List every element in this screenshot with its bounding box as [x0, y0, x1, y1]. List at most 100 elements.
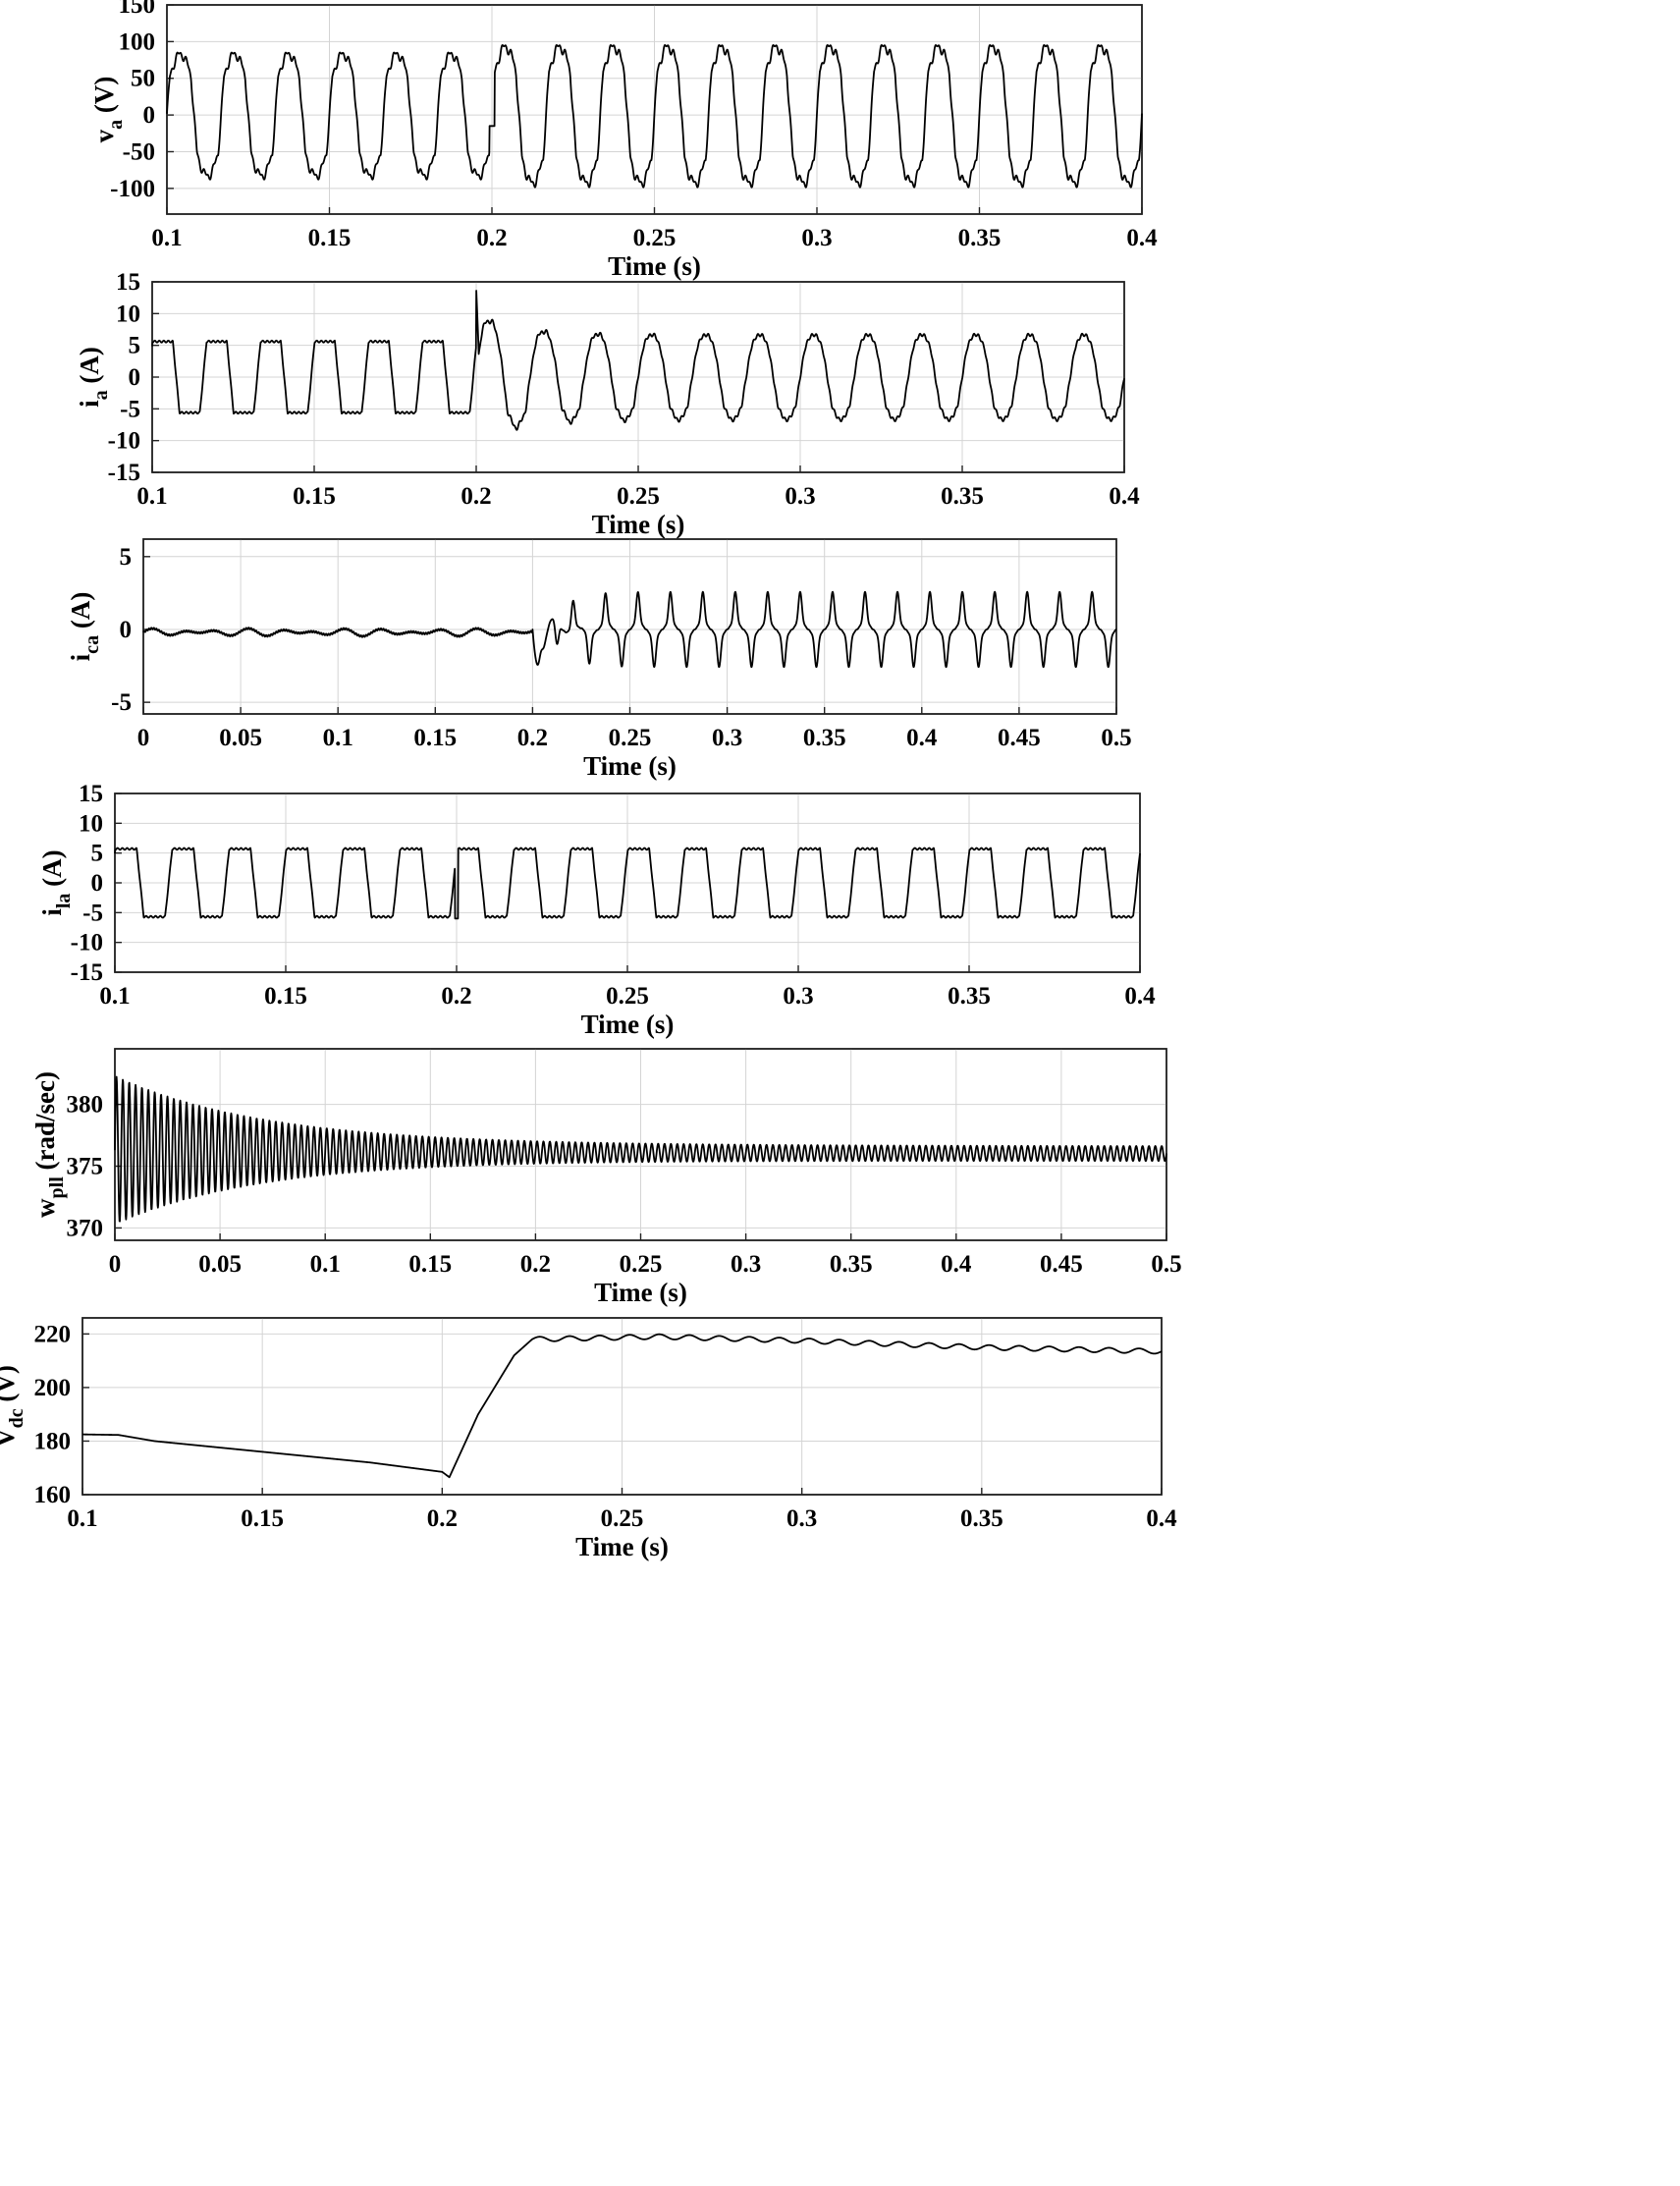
chart-panel-1: 0.1 0.15 0.2 0.25 0.3 0.35 0.4 -100 -50 0 50 100 150…: [89, 0, 1158, 281]
y-tick-label: -10: [71, 930, 103, 956]
x-tick-label: 0.15: [264, 983, 307, 1010]
x-tick-label: 0.2: [461, 483, 491, 510]
x-axis-label: Time (s): [608, 251, 701, 281]
x-tick-label: 0.1: [310, 1251, 341, 1278]
x-tick-label: 0.1: [67, 1505, 97, 1532]
y-axis-label: ica (A): [66, 592, 103, 662]
y-tick-label: 380: [67, 1092, 104, 1119]
y-tick-label: 10: [79, 810, 103, 837]
y-tick-label: 5: [120, 544, 133, 571]
y-axis-label-sub: dc: [6, 1408, 27, 1428]
x-tick-label: 0.3: [783, 983, 813, 1010]
x-tick-label: 0.25: [620, 1251, 663, 1278]
x-tick-label: 0.15: [241, 1505, 284, 1532]
y-tick-label: 220: [34, 1321, 72, 1347]
y-tick-label: 5: [129, 333, 141, 359]
x-tick-label: 0.3: [786, 1505, 817, 1532]
y-tick-label: 200: [34, 1375, 72, 1401]
x-tick-label: 0.15: [293, 483, 336, 510]
y-tick-label: 15: [116, 269, 140, 296]
x-tick-label: 0: [109, 1251, 122, 1278]
y-axis-label-main: V: [0, 1428, 20, 1448]
y-axis-label-main: i: [75, 400, 104, 408]
y-tick-label: -5: [82, 900, 103, 926]
x-tick-label: 0.1: [151, 225, 182, 251]
y-tick-label: -10: [108, 428, 140, 455]
x-tick-label: 0.3: [801, 225, 832, 251]
y-tick-label: -15: [108, 460, 140, 486]
y-axis-label-sub: ca: [81, 635, 103, 654]
y-axis-label-unit: (A): [66, 592, 95, 635]
y-axis-label: ia (A): [75, 347, 112, 408]
chart-panel-4: 0.1 0.15 0.2 0.25 0.3 0.35 0.4 -15 -10 -5 0 5 10 15 Ti…: [37, 781, 1156, 1039]
x-tick-label: 0.4: [1146, 1505, 1177, 1532]
x-tick-label: 0: [137, 725, 150, 751]
x-tick-label: 0.15: [308, 225, 352, 251]
x-tick-label: 0.15: [408, 1251, 452, 1278]
x-tick-label: 0.3: [712, 725, 742, 751]
chart-panel-6: 0.1 0.15 0.2 0.25 0.3 0.35 0.4 160 180 200 220 Time…: [0, 1317, 1177, 1561]
y-tick-label: 10: [116, 301, 140, 327]
x-tick-label: 0.35: [941, 483, 984, 510]
y-axis-label: va (V): [89, 77, 127, 143]
y-tick-label: -5: [111, 689, 132, 716]
y-axis-label-unit: (A): [37, 849, 67, 893]
x-tick-label: 0.35: [960, 1505, 1003, 1532]
y-tick-label: 180: [34, 1428, 72, 1454]
x-tick-label: 0.25: [609, 725, 652, 751]
series-line: [81, 1333, 1163, 1479]
y-axis-label-unit: (rad/sec): [30, 1071, 60, 1176]
x-axis-label: Time (s): [592, 510, 685, 539]
x-tick-label: 0.2: [520, 1251, 551, 1278]
y-axis-label-main: i: [66, 653, 95, 661]
x-axis-label: Time (s): [575, 1532, 669, 1561]
y-axis-label-unit: (A): [75, 347, 104, 390]
y-tick-label: -100: [110, 176, 155, 202]
plot-border: [142, 538, 1117, 715]
y-axis-label: Vdc (V): [0, 1365, 27, 1448]
series-line: [114, 1075, 1167, 1223]
x-tick-label: 0.3: [785, 483, 815, 510]
y-axis-label-main: i: [37, 908, 67, 916]
y-axis-label-sub: la: [53, 894, 75, 909]
y-tick-label: -50: [123, 138, 155, 165]
y-tick-label: 160: [34, 1482, 72, 1508]
x-tick-label: 0.25: [601, 1505, 644, 1532]
x-tick-label: 0.25: [606, 983, 649, 1010]
x-tick-label: 0.5: [1151, 1251, 1181, 1278]
chart-panel-5: 0 0.05 0.1 0.15 0.2 0.25 0.3 0.35 0.4 0.45 0.5 370 3…: [30, 1048, 1182, 1307]
x-tick-label: 0.3: [731, 1251, 761, 1278]
x-tick-label: 0.1: [136, 483, 167, 510]
x-tick-label: 0.35: [803, 725, 846, 751]
x-tick-label: 0.4: [941, 1251, 972, 1278]
y-tick-label: 370: [67, 1215, 104, 1241]
x-tick-label: 0.5: [1101, 725, 1131, 751]
y-tick-label: 150: [119, 0, 156, 19]
chart-panel-3: 0 0.05 0.1 0.15 0.2 0.25 0.3 0.35 0.4 0.45 0.5-505…: [66, 538, 1132, 781]
y-axis-label-unit: (V): [89, 77, 119, 120]
y-tick-label: 5: [91, 841, 104, 867]
x-tick-label: 0.4: [1126, 225, 1158, 251]
y-axis-label-unit: (V): [0, 1365, 20, 1408]
series-line: [142, 590, 1117, 669]
series-line: [166, 44, 1143, 189]
x-tick-label: 0.4: [1124, 983, 1156, 1010]
x-tick-label: 0.2: [517, 725, 548, 751]
x-tick-label: 0.35: [948, 983, 991, 1010]
x-tick-label: 0.05: [198, 1251, 242, 1278]
x-tick-label: 0.1: [99, 983, 130, 1010]
y-tick-label: 0: [129, 364, 141, 391]
y-axis-label: wpll (rad/sec): [30, 1071, 68, 1218]
x-tick-label: 0.35: [958, 225, 1002, 251]
x-tick-label: 0.1: [323, 725, 353, 751]
x-tick-label: 0.2: [427, 1505, 458, 1532]
y-axis-label-main: v: [89, 129, 119, 142]
x-tick-label: 0.2: [476, 225, 507, 251]
y-tick-label: 0: [91, 870, 104, 897]
chart-panel-2: 0.1 0.15 0.2 0.25 0.3 0.35 0.4 -15 -10 -5 0 5 10 15 Ti…: [75, 269, 1140, 539]
y-tick-label: 100: [119, 28, 156, 55]
y-axis-label-sub: a: [90, 390, 112, 400]
x-tick-label: 0.4: [1109, 483, 1140, 510]
x-tick-label: 0.45: [998, 725, 1041, 751]
